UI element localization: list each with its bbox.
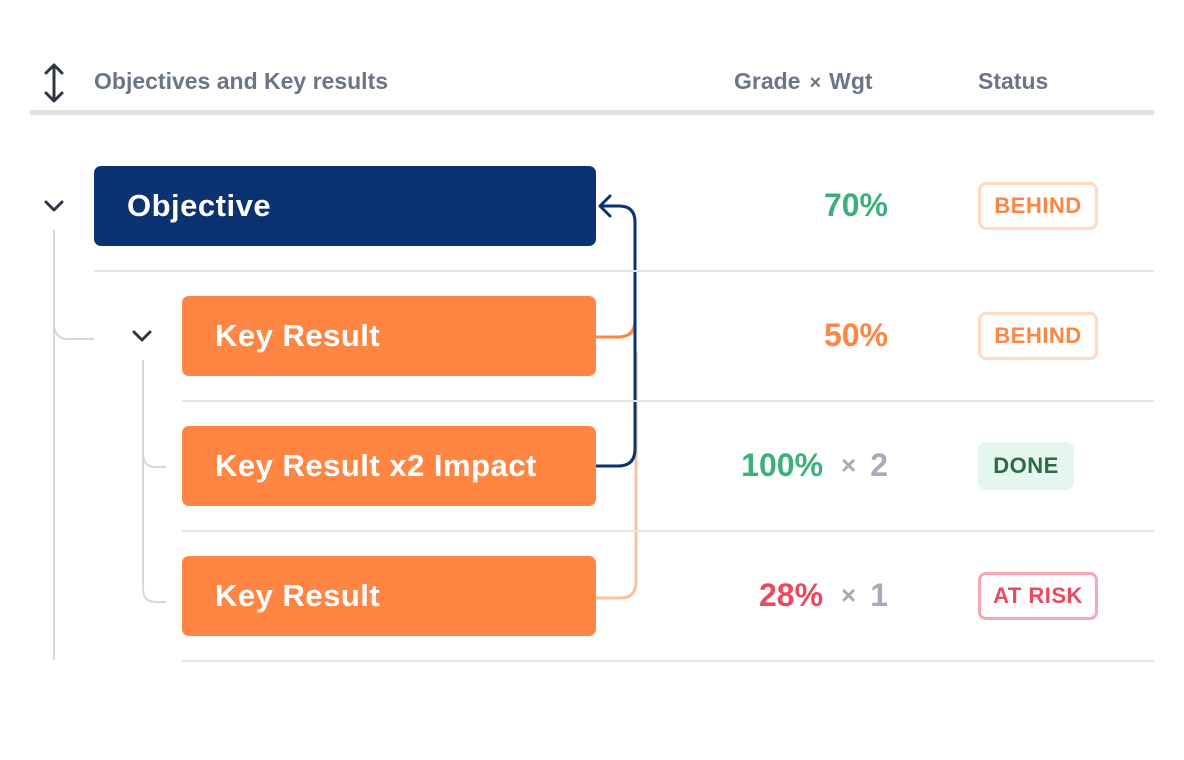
row-divider (182, 530, 1154, 532)
key-result-card[interactable]: Key Result (182, 296, 596, 376)
times-icon: × (841, 450, 857, 480)
grade-value: 50% (823, 317, 888, 353)
weight-value: 1 (870, 577, 888, 613)
grade-value: 70% (823, 187, 888, 223)
objective-card[interactable]: Objective (94, 166, 596, 246)
column-header-status[interactable]: Status (978, 68, 1049, 94)
row-divider (182, 660, 1154, 662)
sort-up-down-icon[interactable] (40, 62, 68, 104)
row-divider (94, 270, 1154, 272)
grade-value: 28% (758, 577, 824, 613)
grade-cell: 50% (588, 317, 888, 354)
header-divider (30, 110, 1154, 115)
grade-cell: 28% × 1 (588, 577, 888, 614)
grade-cell: 70% (588, 187, 888, 224)
weight-header-label: Wgt (829, 68, 873, 94)
chevron-down-icon[interactable] (130, 328, 154, 344)
column-header-grade-weight[interactable]: Grade × Wgt (734, 68, 873, 95)
key-result-card[interactable]: Key Result (182, 556, 596, 636)
status-badge[interactable]: BEHIND (978, 182, 1098, 230)
status-badge[interactable]: BEHIND (978, 312, 1098, 360)
status-badge[interactable]: AT RISK (978, 572, 1098, 620)
grade-header-label: Grade (734, 68, 801, 94)
grade-cell: 100% × 2 (588, 447, 888, 484)
key-result-card[interactable]: Key Result x2 Impact (182, 426, 596, 506)
chevron-down-icon[interactable] (42, 198, 66, 214)
status-badge[interactable]: DONE (978, 442, 1074, 490)
row-divider (182, 400, 1154, 402)
times-icon: × (809, 72, 822, 94)
times-icon: × (841, 580, 857, 610)
grade-value: 100% (741, 447, 824, 483)
column-header-objectives[interactable]: Objectives and Key results (94, 68, 389, 94)
weight-value: 2 (870, 447, 888, 483)
